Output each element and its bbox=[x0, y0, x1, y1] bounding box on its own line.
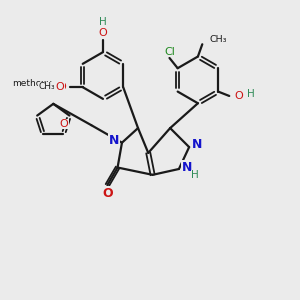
Text: H: H bbox=[98, 17, 106, 27]
Text: O: O bbox=[102, 187, 113, 200]
Text: Cl: Cl bbox=[164, 46, 175, 57]
Text: H: H bbox=[191, 170, 199, 180]
Text: methoxy: methoxy bbox=[12, 79, 52, 88]
Text: H: H bbox=[247, 89, 254, 100]
Text: O: O bbox=[99, 28, 107, 38]
Text: O: O bbox=[235, 91, 243, 101]
Text: CH₃: CH₃ bbox=[39, 82, 55, 91]
Text: O: O bbox=[56, 82, 64, 92]
Text: N: N bbox=[192, 138, 202, 151]
Text: CH₃: CH₃ bbox=[210, 35, 227, 44]
Text: N: N bbox=[109, 134, 119, 147]
Text: N: N bbox=[182, 161, 192, 174]
Text: O: O bbox=[57, 82, 66, 92]
Text: O: O bbox=[60, 119, 68, 129]
